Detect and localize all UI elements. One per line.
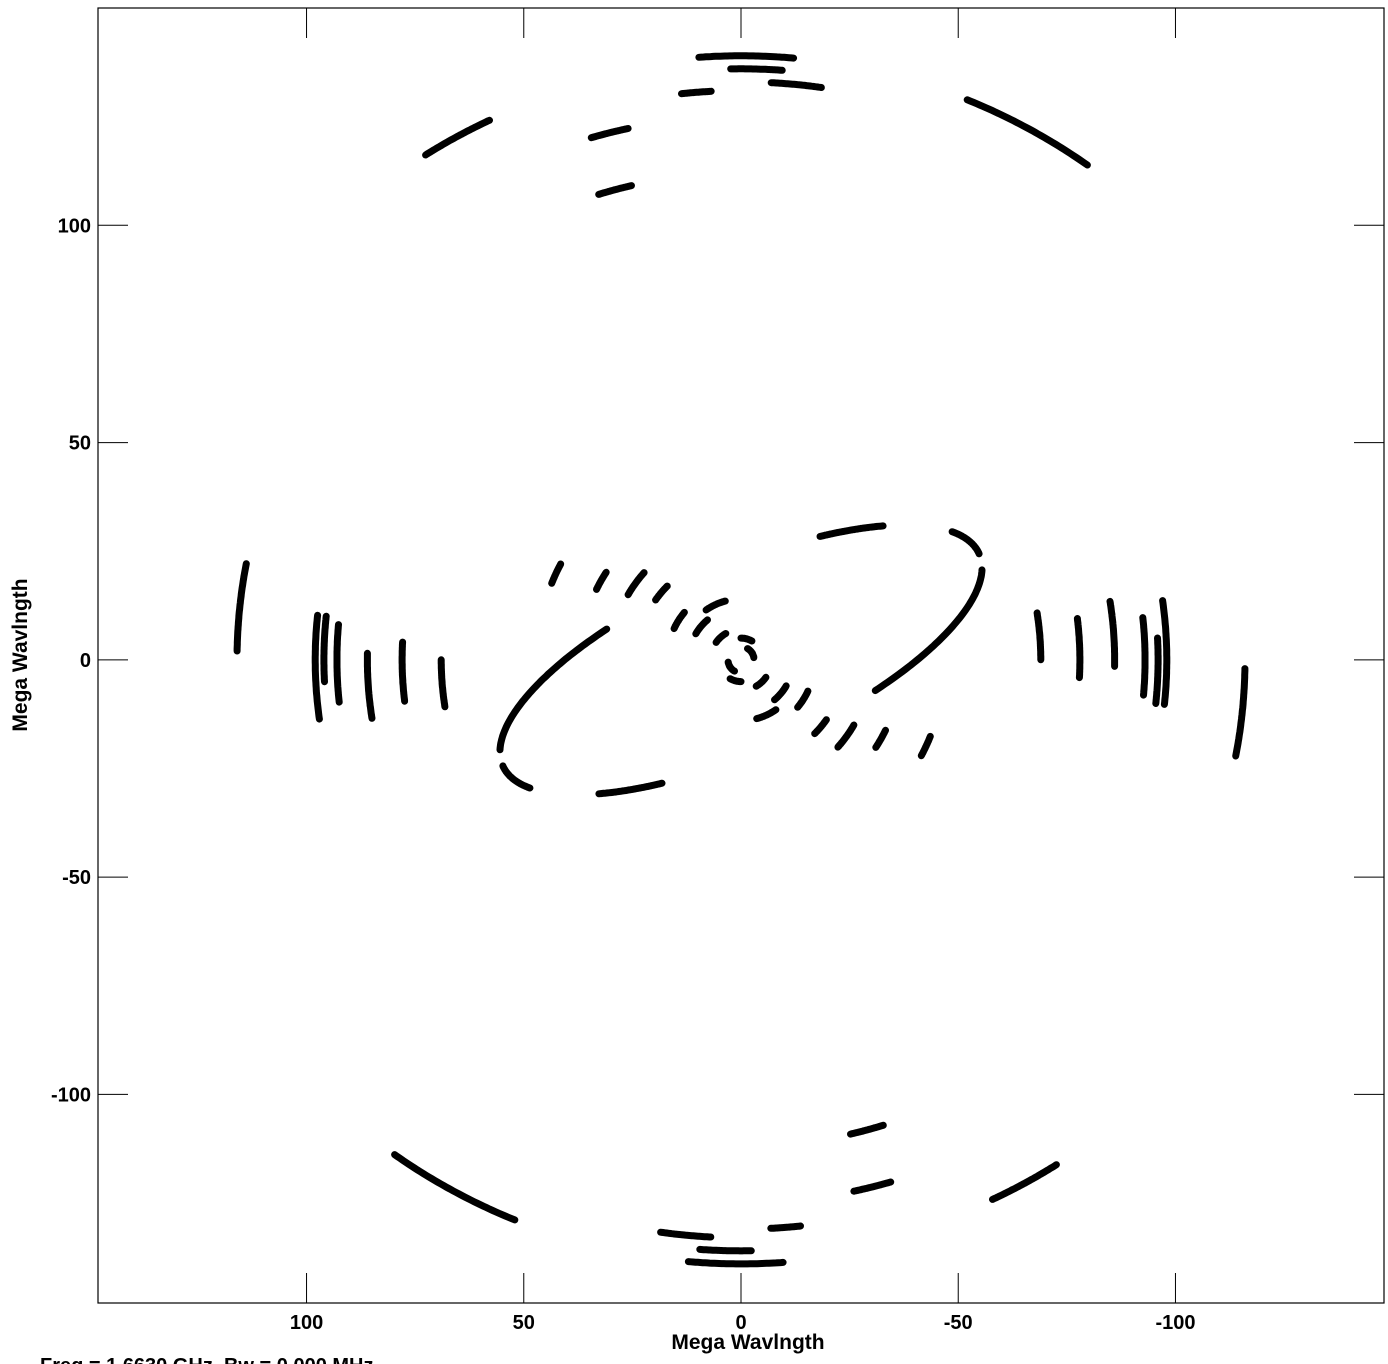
plot-frame (97, 7, 1385, 1304)
y-tick-label: 100 (58, 215, 91, 237)
uv-track-arc (320, 612, 330, 686)
uv-track-arc (702, 597, 729, 614)
uv-track-arc (771, 682, 790, 704)
uv-track-arc (1033, 609, 1045, 664)
y-axis-label: Mega Wavlngth (9, 578, 32, 731)
uv-track-arc (670, 608, 688, 633)
uv-track-arc (1139, 614, 1149, 699)
uv-track-arc (1073, 615, 1084, 682)
uv-track-arc (657, 1228, 715, 1241)
uv-track-arc (595, 182, 635, 198)
uv-track-arc (847, 1121, 887, 1138)
uv-track-arc (333, 621, 343, 706)
uv-track-arc (652, 582, 671, 604)
uv-track-arc (678, 87, 715, 98)
uv-ellipse-arc (499, 762, 534, 792)
uv-track-arc (850, 1178, 895, 1195)
frequency-bandwidth-caption: Freq = 1.6630 GHz, Bw = 0.000 MHz (40, 1355, 373, 1364)
x-axis-label: Mega Wavlngth (671, 1331, 824, 1354)
uv-tracks (233, 52, 1249, 1268)
y-tick-label: 0 (80, 650, 91, 672)
uv-track-arc (726, 675, 745, 686)
uv-track-arc (834, 721, 858, 751)
uv-track-arc (391, 1151, 519, 1224)
uv-track-arc (727, 65, 786, 74)
x-tick-label: 50 (513, 1312, 535, 1334)
uv-track-arc (233, 560, 250, 655)
y-tick-label: -50 (62, 867, 91, 889)
uv-track-arc (684, 1258, 787, 1268)
uv-track-arc (752, 673, 770, 690)
uv-track-arc (989, 1161, 1060, 1203)
uv-track-arc (1232, 665, 1249, 760)
uv-track-arc (872, 726, 889, 751)
uv-track-arc (737, 634, 756, 645)
uv-track-arc (767, 79, 825, 91)
axis-ticks (98, 8, 1384, 1303)
uv-track-arc (363, 649, 376, 722)
uv-track-arc (1159, 597, 1171, 708)
uv-track-arc (753, 706, 780, 723)
uv-ellipse-arc (595, 779, 666, 798)
uv-ellipse-arc (948, 528, 983, 558)
uv-track-arc (767, 1222, 804, 1232)
uv-track-arc (1106, 597, 1119, 670)
uv-track-arc (587, 125, 632, 142)
uv-track-arc (917, 732, 934, 760)
uv-track-arc (712, 630, 730, 646)
uv-track-arc (624, 569, 648, 599)
uv-track-arc (963, 96, 1091, 169)
uv-track-arc (794, 687, 812, 711)
uv-track-arc (1152, 634, 1162, 707)
uv-track-arc (744, 645, 758, 662)
uv-track-arc (692, 616, 711, 638)
uv-track-arc (695, 52, 798, 62)
uv-track-arc (422, 116, 493, 159)
uv-ellipse-arc (871, 566, 986, 695)
uv-track-arc (593, 568, 610, 593)
uv-track-arc (437, 656, 449, 711)
x-tick-label: 0 (735, 1312, 746, 1334)
x-tick-label: -100 (1155, 1312, 1195, 1334)
uv-track-arc (811, 716, 830, 738)
uv-track-arc (548, 560, 565, 587)
x-tick-label: -50 (944, 1312, 973, 1334)
axis-tick-labels: 100 50 0 -50 -100 100 50 0 -50 -100 (51, 215, 1196, 1334)
y-tick-label: -100 (51, 1084, 91, 1106)
uv-track-arc (696, 1245, 755, 1255)
x-tick-label: 100 (290, 1312, 323, 1334)
uv-track-arc (398, 638, 409, 705)
uv-track-arc (724, 658, 738, 675)
uv-track-arc (311, 611, 323, 723)
y-tick-label: 50 (69, 433, 91, 455)
uv-ellipse-arc (496, 625, 611, 754)
uv-ellipse-arc (816, 522, 887, 540)
